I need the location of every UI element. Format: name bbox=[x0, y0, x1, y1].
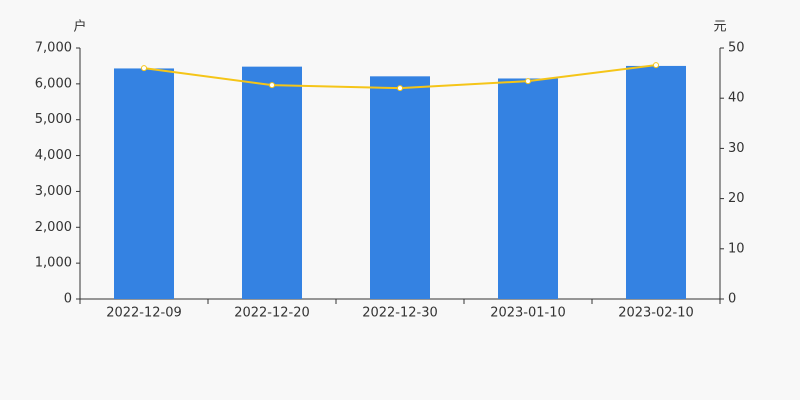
x-tick-label: 2022-12-20 bbox=[234, 306, 310, 321]
bar bbox=[114, 68, 174, 299]
y-tick-label: 1,000 bbox=[35, 256, 72, 271]
line-point bbox=[141, 65, 147, 72]
x-tick-label: 2023-01-10 bbox=[490, 306, 566, 321]
y-tick-label: 3,000 bbox=[35, 184, 72, 199]
y2-tick-label: 20 bbox=[728, 191, 745, 206]
y-tick-label: 2,000 bbox=[35, 220, 72, 235]
y2-tick-label: 0 bbox=[728, 292, 736, 307]
x-tick-label: 2022-12-09 bbox=[106, 306, 182, 321]
y-tick-label: 4,000 bbox=[35, 148, 72, 163]
line-point bbox=[525, 78, 531, 85]
bar bbox=[626, 65, 686, 299]
y-tick-label: 5,000 bbox=[35, 112, 72, 127]
y-tick-label: 0 bbox=[64, 292, 72, 307]
x-tick-label: 2023-02-10 bbox=[618, 306, 694, 321]
line-point bbox=[397, 85, 403, 92]
y-tick-label: 7,000 bbox=[35, 41, 72, 56]
line-point bbox=[653, 62, 659, 69]
y2-axis-label: 元 bbox=[713, 20, 726, 35]
line-point bbox=[269, 82, 275, 89]
y-axis-label: 户 bbox=[73, 19, 86, 35]
y2-tick-label: 10 bbox=[728, 241, 745, 256]
y2-tick-label: 40 bbox=[728, 91, 745, 106]
y2-tick-label: 50 bbox=[728, 41, 745, 56]
y2-tick-label: 30 bbox=[728, 141, 745, 156]
x-tick-label: 2022-12-30 bbox=[362, 306, 438, 321]
bar bbox=[498, 78, 558, 299]
bar bbox=[370, 76, 430, 299]
y-tick-label: 6,000 bbox=[35, 76, 72, 91]
bar bbox=[242, 66, 302, 299]
